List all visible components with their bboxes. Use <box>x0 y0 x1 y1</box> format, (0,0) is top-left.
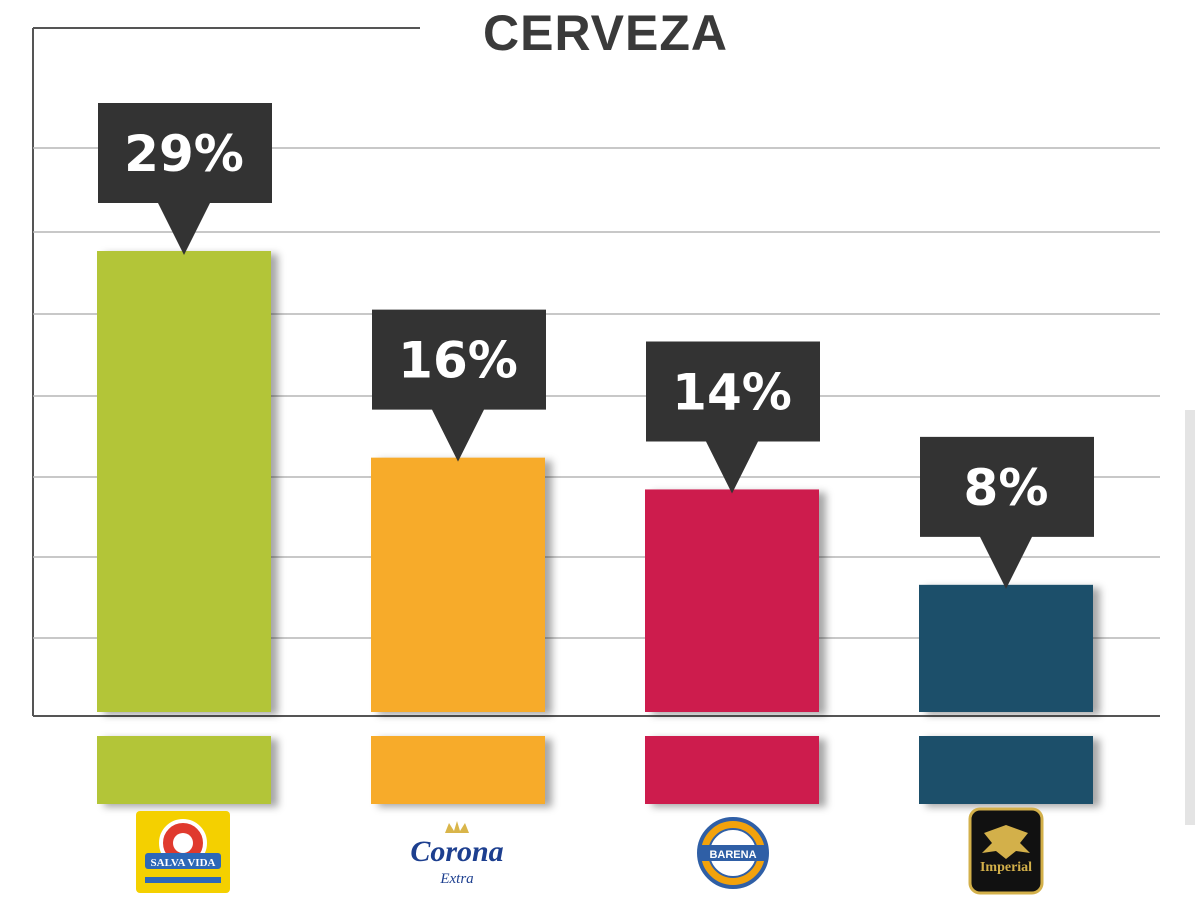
data-label-box-1 <box>372 309 546 462</box>
bars-group <box>97 251 1093 712</box>
barena-logo-text: BARENA <box>709 849 756 861</box>
salva-vida-logo-text: SALVA VIDA <box>151 857 216 869</box>
data-label-text-3: 8% <box>964 459 1049 517</box>
corona-logo-icon: Corona Extra <box>410 821 504 887</box>
data-label-1: 16% <box>372 309 546 462</box>
bar-base-2 <box>645 736 819 804</box>
imperial-logo-text: Imperial <box>980 860 1032 875</box>
right-divider <box>1185 410 1195 825</box>
data-label-2: 14% <box>646 341 820 494</box>
data-label-box-2 <box>646 341 820 494</box>
bar-0 <box>97 251 271 712</box>
bar-base-0 <box>97 736 271 804</box>
barena-logo-icon: BARENA <box>697 817 769 889</box>
salva-vida-logo-icon: SALVA VIDA <box>136 811 230 893</box>
imperial-logo-icon: Imperial <box>968 807 1044 895</box>
bar-base-1 <box>371 736 545 804</box>
bar-base-3 <box>919 736 1093 804</box>
chart-title: CERVEZA <box>483 5 728 61</box>
bar-2 <box>645 489 819 712</box>
data-label-3: 8% <box>920 436 1094 589</box>
data-label-text-0: 29% <box>124 125 244 183</box>
data-label-box-0 <box>98 103 272 255</box>
bar-3 <box>919 584 1093 712</box>
data-labels-group: 29% 16% 14% 8% <box>98 103 1094 589</box>
data-label-text-1: 16% <box>398 332 518 390</box>
data-label-0: 29% <box>98 103 272 255</box>
corona-logo-text: Corona <box>410 835 503 868</box>
bar-bases-group <box>97 736 1093 804</box>
corona-logo-subtext: Extra <box>439 871 473 887</box>
bar-1 <box>371 457 545 712</box>
data-label-text-2: 14% <box>672 363 792 421</box>
data-label-box-3 <box>920 436 1094 589</box>
